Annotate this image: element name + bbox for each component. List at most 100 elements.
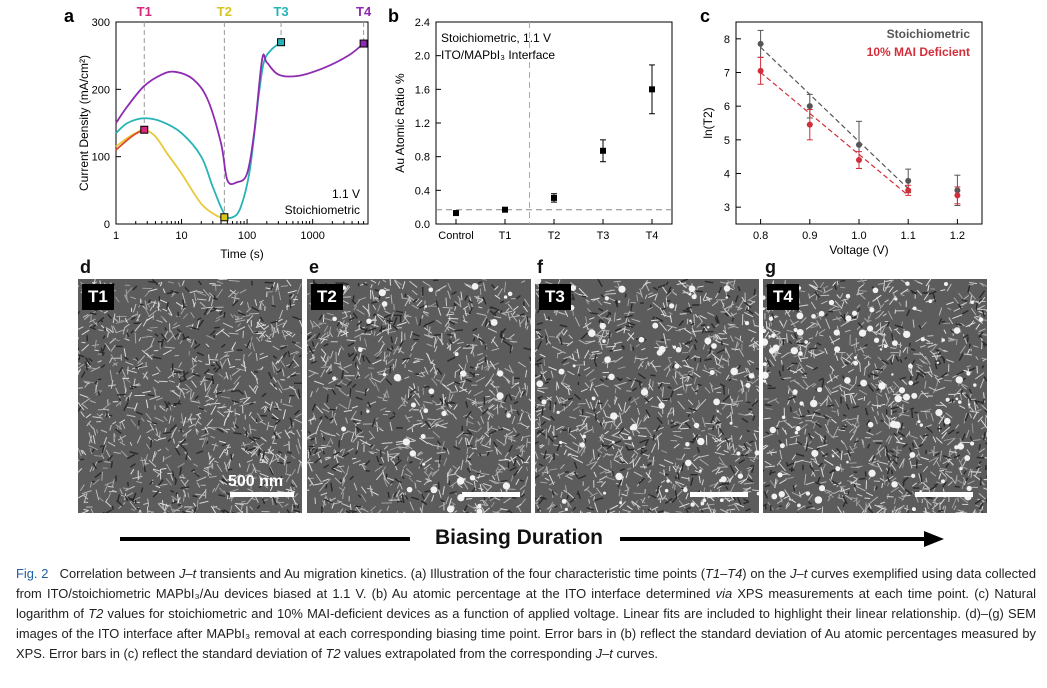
jt-curve [115, 42, 365, 186]
panel-letter-g: g [765, 257, 776, 277]
y-tick-label: 8 [724, 34, 730, 46]
sem-label-t2: T2 [311, 284, 343, 310]
scale-bar-label: 500 nm [228, 473, 284, 490]
x-tick-label: T3 [597, 230, 610, 242]
scale-bar [915, 492, 973, 497]
panel-letter-f: f [537, 257, 543, 277]
time-point-marker [359, 39, 368, 48]
sem-image-t1: T1 500 nm [78, 279, 302, 513]
y-axis-label: Au Atomic Ratio % [393, 73, 407, 173]
y-tick-label: 200 [92, 84, 110, 96]
y-tick-label: 0.4 [415, 185, 430, 197]
sem-image-t2: T2 [307, 279, 531, 513]
caption-via: via [715, 586, 733, 601]
time-point-marker [140, 125, 149, 134]
x-tick-label: 1000 [300, 230, 324, 242]
scale-bar [230, 492, 294, 497]
sem-image-t4: T4 [763, 279, 987, 513]
y-tick-label: 0.0 [415, 219, 430, 231]
data-point [600, 147, 606, 154]
scale-bar [462, 492, 520, 497]
panel-a-chart: a 1 10 100 1000 0 100 200 300 Time (s) Current De… [64, 4, 372, 261]
sem-image-t3: T3 [535, 279, 759, 513]
panel-b-chart: b 0.0 0.4 0.8 1.2 1.6 2.0 2.4 Control T1 T2 T3 T4 Au… [388, 6, 673, 242]
data-point [806, 121, 813, 128]
x-tick-label: 1.2 [950, 230, 965, 242]
x-tick-label: 1.1 [901, 230, 916, 242]
y-tick-label: 100 [92, 152, 110, 164]
annotation-voltage: 1.1 V [332, 187, 360, 201]
x-axis-label: Voltage (V) [829, 243, 888, 257]
caption-fig-label: Fig. 2 [16, 566, 49, 581]
y-tick-label: 1.2 [415, 118, 430, 130]
x-tick-label: 1.0 [851, 230, 866, 242]
time-point-label: T1 [137, 4, 152, 19]
caption-t2: T2 [325, 646, 341, 661]
scale-bar [690, 492, 748, 497]
y-tick-label: 0.8 [415, 152, 430, 164]
figure-caption: Fig. 2 Correlation between J–t transient… [16, 564, 1036, 664]
y-tick-label: 1.6 [415, 84, 430, 96]
biasing-duration-label: Biasing Duration [434, 526, 603, 549]
data-point [856, 157, 862, 164]
x-axis-label: Time (s) [220, 247, 264, 261]
caption-t1t4: T1–T4 [705, 566, 743, 581]
x-tick-label: Control [438, 230, 473, 242]
sem-label-t3: T3 [539, 284, 571, 310]
time-point-label: T3 [273, 4, 288, 19]
linear-fit [760, 72, 909, 196]
legend-entry: 10% MAI Deficient [867, 45, 970, 59]
biasing-duration-arrow [120, 531, 944, 547]
x-tick-label: 0.9 [802, 230, 817, 242]
data-point [905, 177, 912, 184]
panel-a-plot: 1 10 100 1000 0 100 200 300 Time (s) Current Dens… [77, 4, 372, 261]
data-point [806, 103, 813, 110]
y-axis-label: Current Density (mA/cm²) [77, 55, 91, 191]
y-tick-label: 0 [104, 219, 110, 231]
sem-label-t4: T4 [767, 284, 799, 310]
panel-b-plot: 0.0 0.4 0.8 1.2 1.6 2.0 2.4 Control T1 T2 T3 T4 Au A… [393, 17, 673, 242]
caption-text: values for stoichiometric and 10% MAI-de… [16, 606, 1036, 661]
data-point [856, 141, 862, 148]
data-point [453, 210, 459, 217]
y-tick-label: 6 [724, 101, 730, 113]
x-tick-label: 10 [175, 230, 187, 242]
caption-jt: J–t [595, 646, 613, 661]
caption-text: Correlation between [59, 566, 179, 581]
x-tick-label: 0.8 [753, 230, 768, 242]
data-point [502, 206, 508, 213]
caption-text: XPS measurements at each time point. (c)… [16, 586, 1036, 621]
annotation-composition: Stoichiometric [285, 203, 360, 217]
caption-text: transients and Au migration kinetics. (a… [196, 566, 706, 581]
time-point-marker [220, 213, 229, 222]
y-tick-label: 2.0 [415, 51, 430, 63]
x-tick-label: 100 [238, 230, 256, 242]
data-point [757, 40, 764, 47]
x-tick-label: T4 [646, 230, 659, 242]
jt-curve [115, 128, 145, 151]
time-point-label: T2 [217, 4, 232, 19]
caption-text: values extrapolated from the correspondi… [340, 646, 596, 661]
y-tick-label: 2.4 [415, 17, 430, 29]
panel-letter-e: e [309, 257, 320, 277]
y-tick-label: 300 [92, 17, 110, 29]
x-tick-label: 1 [113, 230, 119, 242]
time-point-label: T4 [356, 4, 372, 19]
legend-entry: Stoichiometric [887, 27, 971, 41]
time-point-marker [277, 38, 286, 47]
x-tick-label: T1 [499, 230, 512, 242]
caption-jt: J–t [790, 566, 808, 581]
panel-c-plot: 0.8 0.9 1.0 1.1 1.2 3 4 5 6 7 8 Voltage (V) ln(T2) St… [701, 21, 983, 257]
y-tick-label: 3 [724, 202, 730, 214]
panel-letter-d: d [80, 257, 91, 277]
caption-text: curves exemplified using data collected … [16, 566, 1036, 601]
jt-curve [115, 128, 225, 219]
caption-jt: J–t [178, 566, 197, 581]
data-point [954, 192, 961, 199]
x-tick-label: T2 [548, 230, 561, 242]
data-point [649, 86, 655, 93]
plot-frame [115, 21, 369, 225]
y-tick-label: 4 [724, 169, 730, 181]
annotation-interface: ITO/MAPbI₃ Interface [441, 48, 555, 62]
data-point [551, 194, 557, 201]
